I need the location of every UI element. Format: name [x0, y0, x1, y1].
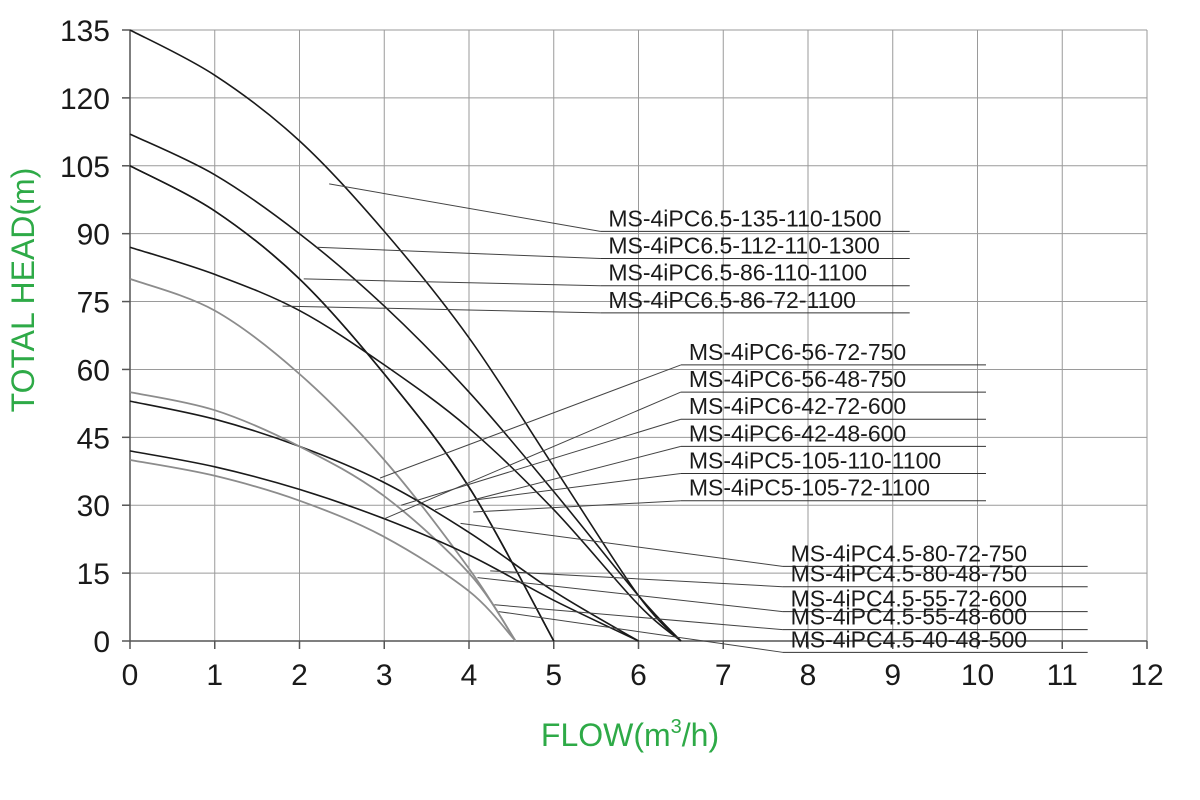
curve-MS-4iPC6.5-112-110-1300 [129, 133, 682, 642]
x-tick-label-6: 6 [630, 659, 647, 692]
leader-line-7 [401, 418, 682, 506]
leader-line-15 [498, 611, 783, 653]
x-axis-title-main: FLOW(m [541, 717, 671, 753]
leader-label-12: MS-4iPC4.5-80-48-750 [791, 561, 1028, 587]
leader-line-3 [303, 278, 601, 287]
y-tick-label-45: 45 [77, 422, 110, 455]
curve-MS-4iPC5-105-110-1100 [129, 459, 517, 642]
leader-label-13: MS-4iPC4.5-55-72-600 [791, 586, 1028, 612]
pump-curves [129, 29, 682, 642]
x-tick-label-10: 10 [961, 659, 994, 692]
curve-MS-4iPC6-56-72-750 [129, 278, 517, 642]
x-tick-label-9: 9 [884, 659, 901, 692]
leader-label-4: MS-4iPC6.5-86-72-1100 [608, 287, 856, 313]
leader-line-13 [477, 577, 783, 613]
x-tick-label-5: 5 [545, 659, 562, 692]
leader-line-5 [379, 364, 682, 479]
y-tick-label-105: 105 [60, 151, 110, 184]
leader-label-10: MS-4iPC5-105-72-1100 [689, 475, 930, 501]
curve-leader-labels: MS-4iPC6.5-135-110-1500MS-4iPC6.5-112-11… [282, 183, 1088, 653]
leader-label-7: MS-4iPC6-42-72-600 [689, 393, 906, 419]
y-tick-label-75: 75 [77, 287, 110, 320]
leader-line-12 [490, 570, 783, 588]
curve-MS-4iPC6-42-72-600 [129, 391, 517, 642]
leader-label-11: MS-4iPC4.5-80-72-750 [791, 540, 1028, 566]
y-tick-label-15: 15 [77, 558, 110, 591]
leader-label-2: MS-4iPC6.5-112-110-1300 [608, 233, 879, 259]
x-tick-label-7: 7 [715, 659, 732, 692]
x-tick-label-12: 12 [1130, 659, 1163, 692]
leader-line-9 [468, 473, 681, 502]
curve-MS-4iPC5-105-72-1100 [129, 165, 555, 642]
curve-MS-4iPC6.5-86-72-1100 [129, 246, 682, 642]
leader-line-2 [316, 246, 601, 260]
x-axis-title-superscript: 3 [671, 716, 682, 738]
leader-label-1: MS-4iPC6.5-135-110-1500 [608, 205, 881, 231]
leader-label-3: MS-4iPC6.5-86-110-1100 [608, 260, 867, 286]
curve-MS-4iPC6.5-86-110-1100 [129, 165, 555, 642]
leader-label-14: MS-4iPC4.5-55-48-600 [791, 604, 1028, 630]
leader-label-15: MS-4iPC4.5-40-48-500 [791, 626, 1028, 652]
leader-line-6 [384, 391, 682, 520]
x-tick-label-1: 1 [206, 659, 223, 692]
x-tick-label-0: 0 [122, 659, 139, 692]
leader-label-8: MS-4iPC6-42-48-600 [689, 420, 906, 446]
x-tick-label-2: 2 [291, 659, 308, 692]
leader-line-8 [434, 445, 681, 511]
y-tick-label-120: 120 [60, 83, 110, 116]
y-tick-label-0: 0 [93, 626, 110, 659]
y-tick-label-30: 30 [77, 490, 110, 523]
y-axis-title: TOTAL HEAD(m) [5, 168, 41, 413]
curve-MS-4iPC6-56-48-750 [129, 400, 639, 642]
x-axis-title: FLOW(m3/h) [541, 716, 719, 753]
leader-line-14 [494, 604, 783, 631]
y-tick-label-90: 90 [77, 219, 110, 252]
y-tick-label-60: 60 [77, 354, 110, 387]
grid-lines [130, 29, 1148, 641]
leader-line-10 [473, 500, 681, 513]
curve-MS-4iPC6.5-135-110-1500 [129, 29, 682, 642]
leader-line-4 [282, 305, 601, 314]
y-tick-label-135: 135 [60, 15, 110, 48]
x-tick-label-4: 4 [461, 659, 478, 692]
x-tick-label-3: 3 [376, 659, 393, 692]
leader-label-5: MS-4iPC6-56-72-750 [689, 339, 906, 365]
leader-label-6: MS-4iPC6-56-48-750 [689, 366, 906, 392]
leader-line-11 [460, 522, 783, 567]
x-tick-label-8: 8 [800, 659, 817, 692]
leader-label-9: MS-4iPC5-105-110-1100 [689, 448, 941, 474]
x-axis-title-end: /h) [682, 717, 719, 753]
x-tick-label-11: 11 [1047, 659, 1078, 692]
leader-line-1 [329, 183, 601, 232]
